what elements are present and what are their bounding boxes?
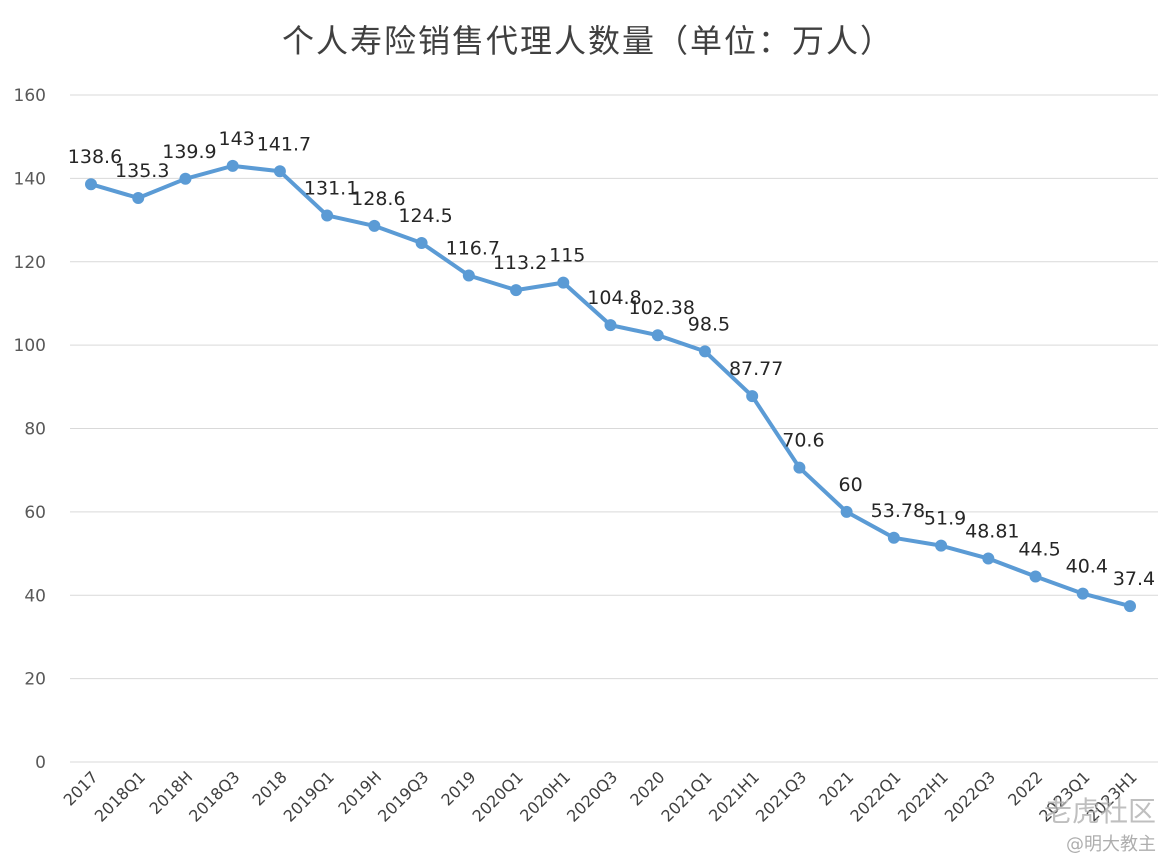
y-axis-ticks: 0 20 40 60 80 100 120 140 160 <box>14 86 46 773</box>
data-point <box>604 319 617 332</box>
x-tick-label: 2021Q3 <box>752 767 810 825</box>
y-tick-label: 100 <box>14 336 46 356</box>
x-tick-label: 2018Q3 <box>185 767 243 825</box>
data-points <box>85 159 1136 613</box>
data-label: 138.6 <box>68 146 122 168</box>
chart-title: 个人寿险销售代理人数量（单位：万人） <box>281 22 894 60</box>
x-tick-label: 2019Q3 <box>374 767 432 825</box>
watermark-handle: @明大教主 <box>1066 834 1156 855</box>
watermark: 老虎社区 @明大教主 <box>1044 790 1156 856</box>
data-label: 113.2 <box>493 252 547 274</box>
gridlines <box>70 94 1158 763</box>
y-tick-label: 40 <box>24 586 46 606</box>
data-point <box>651 329 664 342</box>
x-tick-label: 2017 <box>60 767 102 809</box>
data-point <box>179 172 192 185</box>
x-tick-label: 2021Q1 <box>657 767 715 825</box>
x-tick-label: 2019 <box>437 767 479 809</box>
data-point <box>935 539 948 552</box>
data-point <box>698 345 711 358</box>
x-tick-label: 2021H1 <box>705 767 763 825</box>
data-label: 60 <box>839 474 863 496</box>
data-point <box>982 552 995 565</box>
data-label: 131.1 <box>304 177 358 199</box>
data-label: 128.6 <box>351 188 405 210</box>
data-label: 70.6 <box>782 430 824 452</box>
data-label: 135.3 <box>115 160 169 182</box>
x-tick-label: 2022 <box>1004 767 1046 809</box>
x-tick-label: 2018 <box>249 767 291 809</box>
data-point <box>887 531 900 544</box>
data-point <box>368 219 381 232</box>
x-tick-label: 2022Q3 <box>941 767 999 825</box>
data-point <box>793 461 806 474</box>
data-label: 98.5 <box>688 313 730 335</box>
data-label: 116.7 <box>446 238 500 260</box>
x-tick-label: 2022Q1 <box>846 767 904 825</box>
x-tick-label: 2020Q1 <box>469 767 527 825</box>
data-label: 40.4 <box>1066 556 1108 578</box>
data-point <box>746 390 759 403</box>
x-tick-label: 2020Q3 <box>563 767 621 825</box>
data-point <box>226 159 239 172</box>
x-tick-label: 2018Q1 <box>91 767 149 825</box>
x-tick-label: 2020H1 <box>516 767 574 825</box>
data-label: 53.78 <box>871 500 925 522</box>
data-label: 44.5 <box>1018 538 1060 560</box>
data-point <box>1124 600 1136 613</box>
data-label: 115 <box>549 245 585 267</box>
data-point <box>462 269 475 282</box>
data-point <box>1029 570 1042 583</box>
data-point <box>273 165 286 178</box>
y-tick-label: 0 <box>35 753 46 773</box>
y-tick-label: 160 <box>14 86 46 106</box>
data-point <box>415 236 428 249</box>
data-label: 102.38 <box>628 297 694 319</box>
data-point <box>85 178 97 191</box>
data-label: 87.77 <box>729 358 783 380</box>
x-tick-label: 2019Q1 <box>280 767 338 825</box>
data-label: 143 <box>219 128 255 150</box>
y-tick-label: 140 <box>14 169 46 189</box>
y-tick-label: 60 <box>24 503 46 523</box>
x-tick-label: 2021 <box>815 767 857 809</box>
data-label: 48.81 <box>965 521 1019 543</box>
data-label: 141.7 <box>257 133 311 155</box>
y-tick-label: 80 <box>24 420 46 440</box>
x-tick-label: 2020 <box>626 767 668 809</box>
y-tick-label: 120 <box>14 253 46 273</box>
data-point <box>132 191 145 204</box>
data-label: 37.4 <box>1113 568 1155 590</box>
data-point <box>840 505 853 518</box>
y-tick-label: 20 <box>24 670 46 690</box>
data-point <box>557 276 570 289</box>
data-point <box>321 209 334 222</box>
watermark-text: 老虎社区 <box>1043 795 1156 828</box>
data-label: 51.9 <box>924 508 966 530</box>
x-tick-label: 2022H1 <box>894 767 952 825</box>
data-label: 139.9 <box>162 141 216 163</box>
data-label: 124.5 <box>398 205 452 227</box>
data-point <box>1076 587 1089 600</box>
data-label: 104.8 <box>587 287 641 309</box>
data-point <box>510 284 523 297</box>
